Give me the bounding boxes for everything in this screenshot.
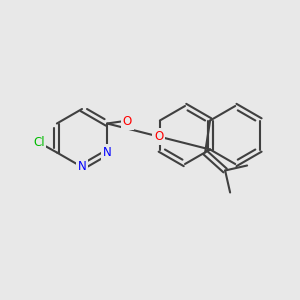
Text: O: O xyxy=(154,130,163,143)
Text: Cl: Cl xyxy=(33,136,45,149)
Text: N: N xyxy=(103,146,112,159)
Text: O: O xyxy=(154,130,163,143)
Text: N: N xyxy=(78,160,86,173)
Text: Cl: Cl xyxy=(33,136,45,149)
Text: N: N xyxy=(78,160,86,173)
Text: N: N xyxy=(103,146,112,159)
Text: O: O xyxy=(122,115,132,128)
